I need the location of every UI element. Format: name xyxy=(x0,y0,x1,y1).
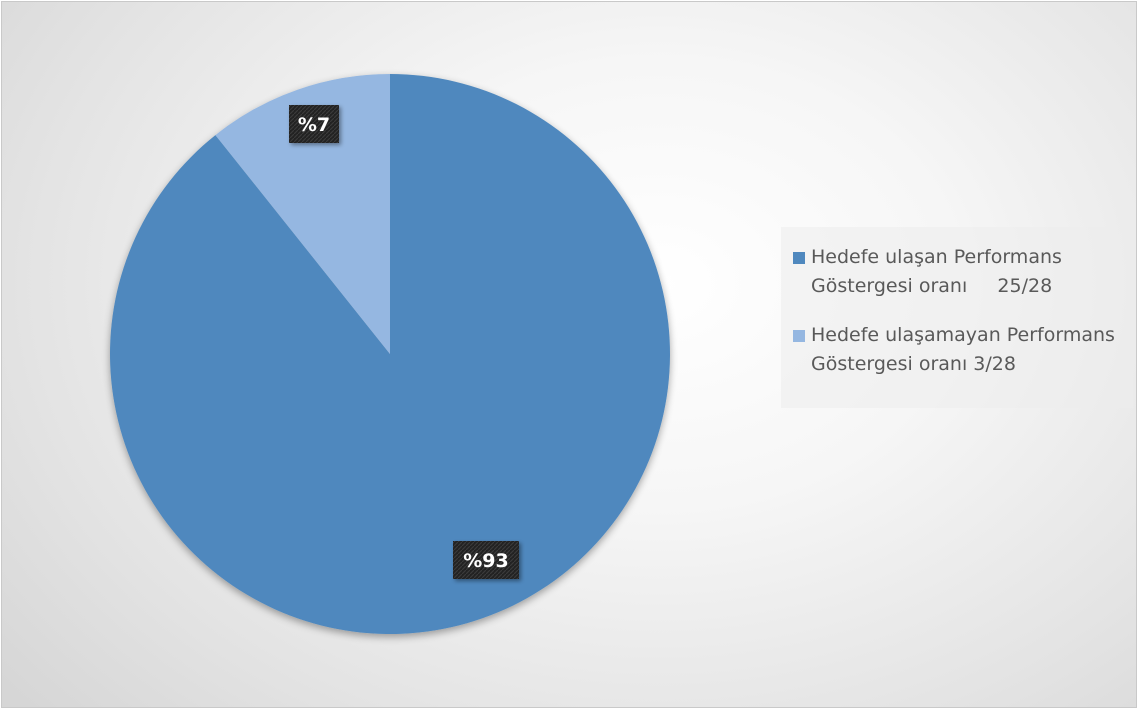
data-label-text: %93 xyxy=(463,550,508,572)
legend-swatch xyxy=(793,252,805,264)
data-label-box xyxy=(453,541,519,579)
chart-legend: Hedefe ulaşan Performans Göstergesi oranı… xyxy=(781,227,1133,408)
legend-label-line2: Göstergesi oranı 3/28 xyxy=(811,353,1016,375)
legend-entry-2: Hedefe ulaşamayan Performans Göstergesi o… xyxy=(781,321,1133,379)
data-label-box xyxy=(289,105,339,143)
legend-label-line2: Göstergesi oranı 25/28 xyxy=(811,275,1053,297)
legend-label-line1: Hedefe ulaşan Performans xyxy=(811,246,1062,268)
data-label-text: %7 xyxy=(298,114,330,136)
pie-slices xyxy=(110,74,671,635)
legend-entry-1: Hedefe ulaşan Performans Göstergesi oranı… xyxy=(781,243,1133,301)
pie-slice-2 xyxy=(215,74,390,354)
legend-swatch xyxy=(793,330,805,342)
pie-data-labels: %93 %7 xyxy=(289,105,519,579)
pie-slice-1 xyxy=(110,74,671,635)
data-label-1: %93 xyxy=(453,541,519,579)
legend-label-line1: Hedefe ulaşamayan Performans xyxy=(811,324,1115,346)
data-label-2: %7 xyxy=(289,105,339,143)
